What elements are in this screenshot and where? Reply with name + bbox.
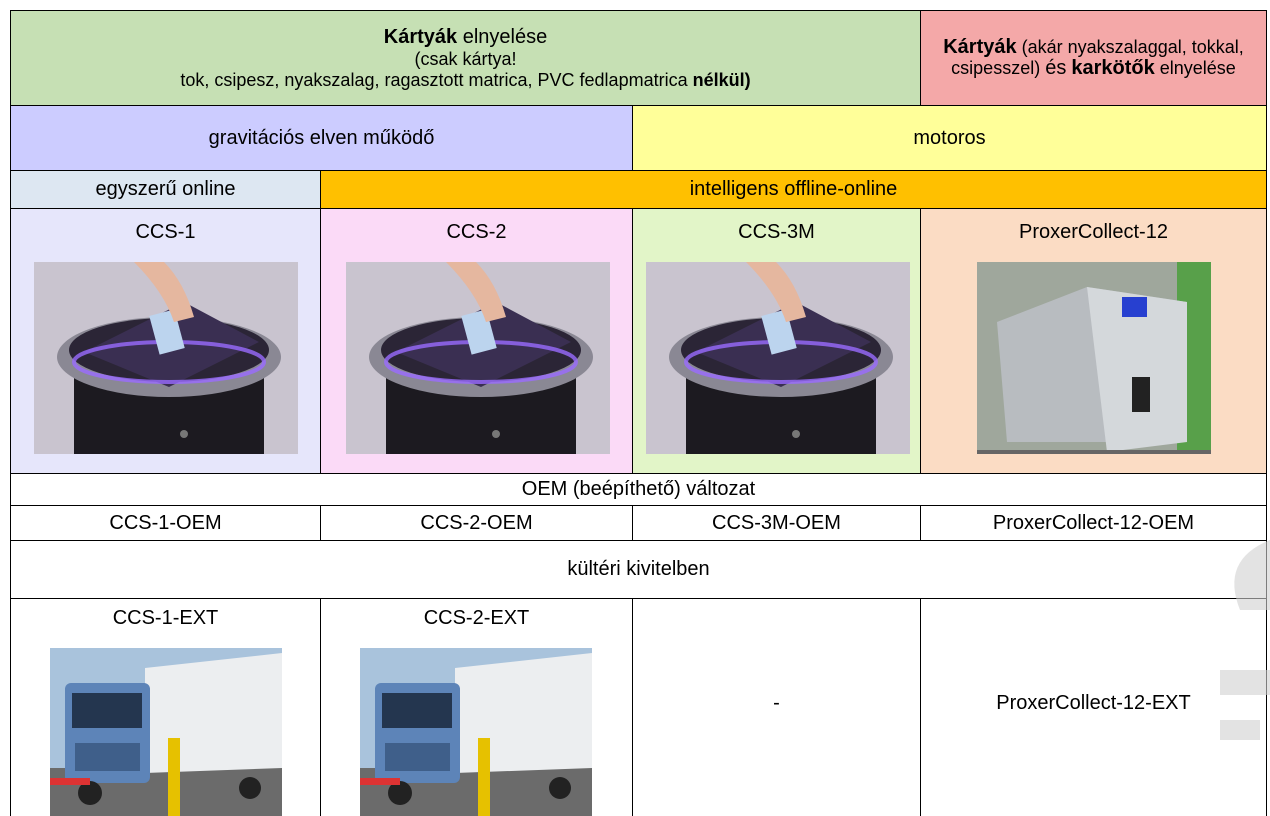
section-cell: OEM (beépíthető) változat <box>10 473 1267 506</box>
watermark <box>1220 540 1270 740</box>
mechanism-cell: gravitációs elven működő <box>10 105 633 171</box>
text: elnyelése <box>462 25 548 48</box>
bold-text: nélkül) <box>692 69 751 90</box>
product-image <box>34 262 298 454</box>
mechanism-cell: motoros <box>632 105 1267 171</box>
product-name: CCS-1 <box>135 221 196 243</box>
product-image <box>50 648 282 816</box>
product-name: CCS-2-EXT <box>423 607 530 629</box>
bold-text: Kártyák <box>943 36 1017 58</box>
outdoor-cell: ProxerCollect-12-EXT <box>920 598 1267 816</box>
oem-cell: CCS-2-OEM <box>320 505 633 541</box>
line: tok, csipesz, nyakszalag, ragasztott mat… <box>180 70 750 91</box>
mode-cell: intelligens offline-online <box>320 170 1267 209</box>
line: Kártyák elnyelése <box>384 26 547 49</box>
product-image <box>646 262 910 454</box>
product-name: ProxerCollect-12 <box>1019 221 1168 243</box>
product-name: CCS-3M <box>738 221 815 243</box>
bold-text: karkötők <box>1071 57 1155 79</box>
product-image <box>346 262 610 454</box>
product-name: - <box>773 691 780 714</box>
text: (csak kártya! <box>414 48 517 69</box>
header-cell: Kártyák elnyelése (csak kártya! tok, csi… <box>10 10 921 106</box>
oem-cell: CCS-3M-OEM <box>632 505 921 541</box>
text: (akár nyakszalaggal, tokkal, csipesszel) <box>951 37 1244 78</box>
text: elnyelése <box>1159 58 1236 78</box>
product-name: CCS-2 <box>446 221 507 243</box>
text: tok, csipesz, nyakszalag, ragasztott mat… <box>180 69 688 90</box>
header-cell: Kártyák (akár nyakszalaggal, tokkal, csi… <box>920 10 1267 106</box>
section-cell: kültéri kivitelben <box>10 540 1267 599</box>
product-name: CCS-1-EXT <box>112 607 219 629</box>
product-image <box>977 262 1211 454</box>
text: és <box>1045 57 1067 79</box>
bold-text: Kártyák <box>383 25 458 48</box>
outdoor-cell: - <box>632 598 921 816</box>
product-image <box>360 648 592 816</box>
mode-cell: egyszerű online <box>10 170 321 209</box>
line: Kártyák (akár nyakszalaggal, tokkal, csi… <box>927 37 1260 79</box>
oem-cell: CCS-1-OEM <box>10 505 321 541</box>
product-name: ProxerCollect-12-EXT <box>996 691 1191 714</box>
